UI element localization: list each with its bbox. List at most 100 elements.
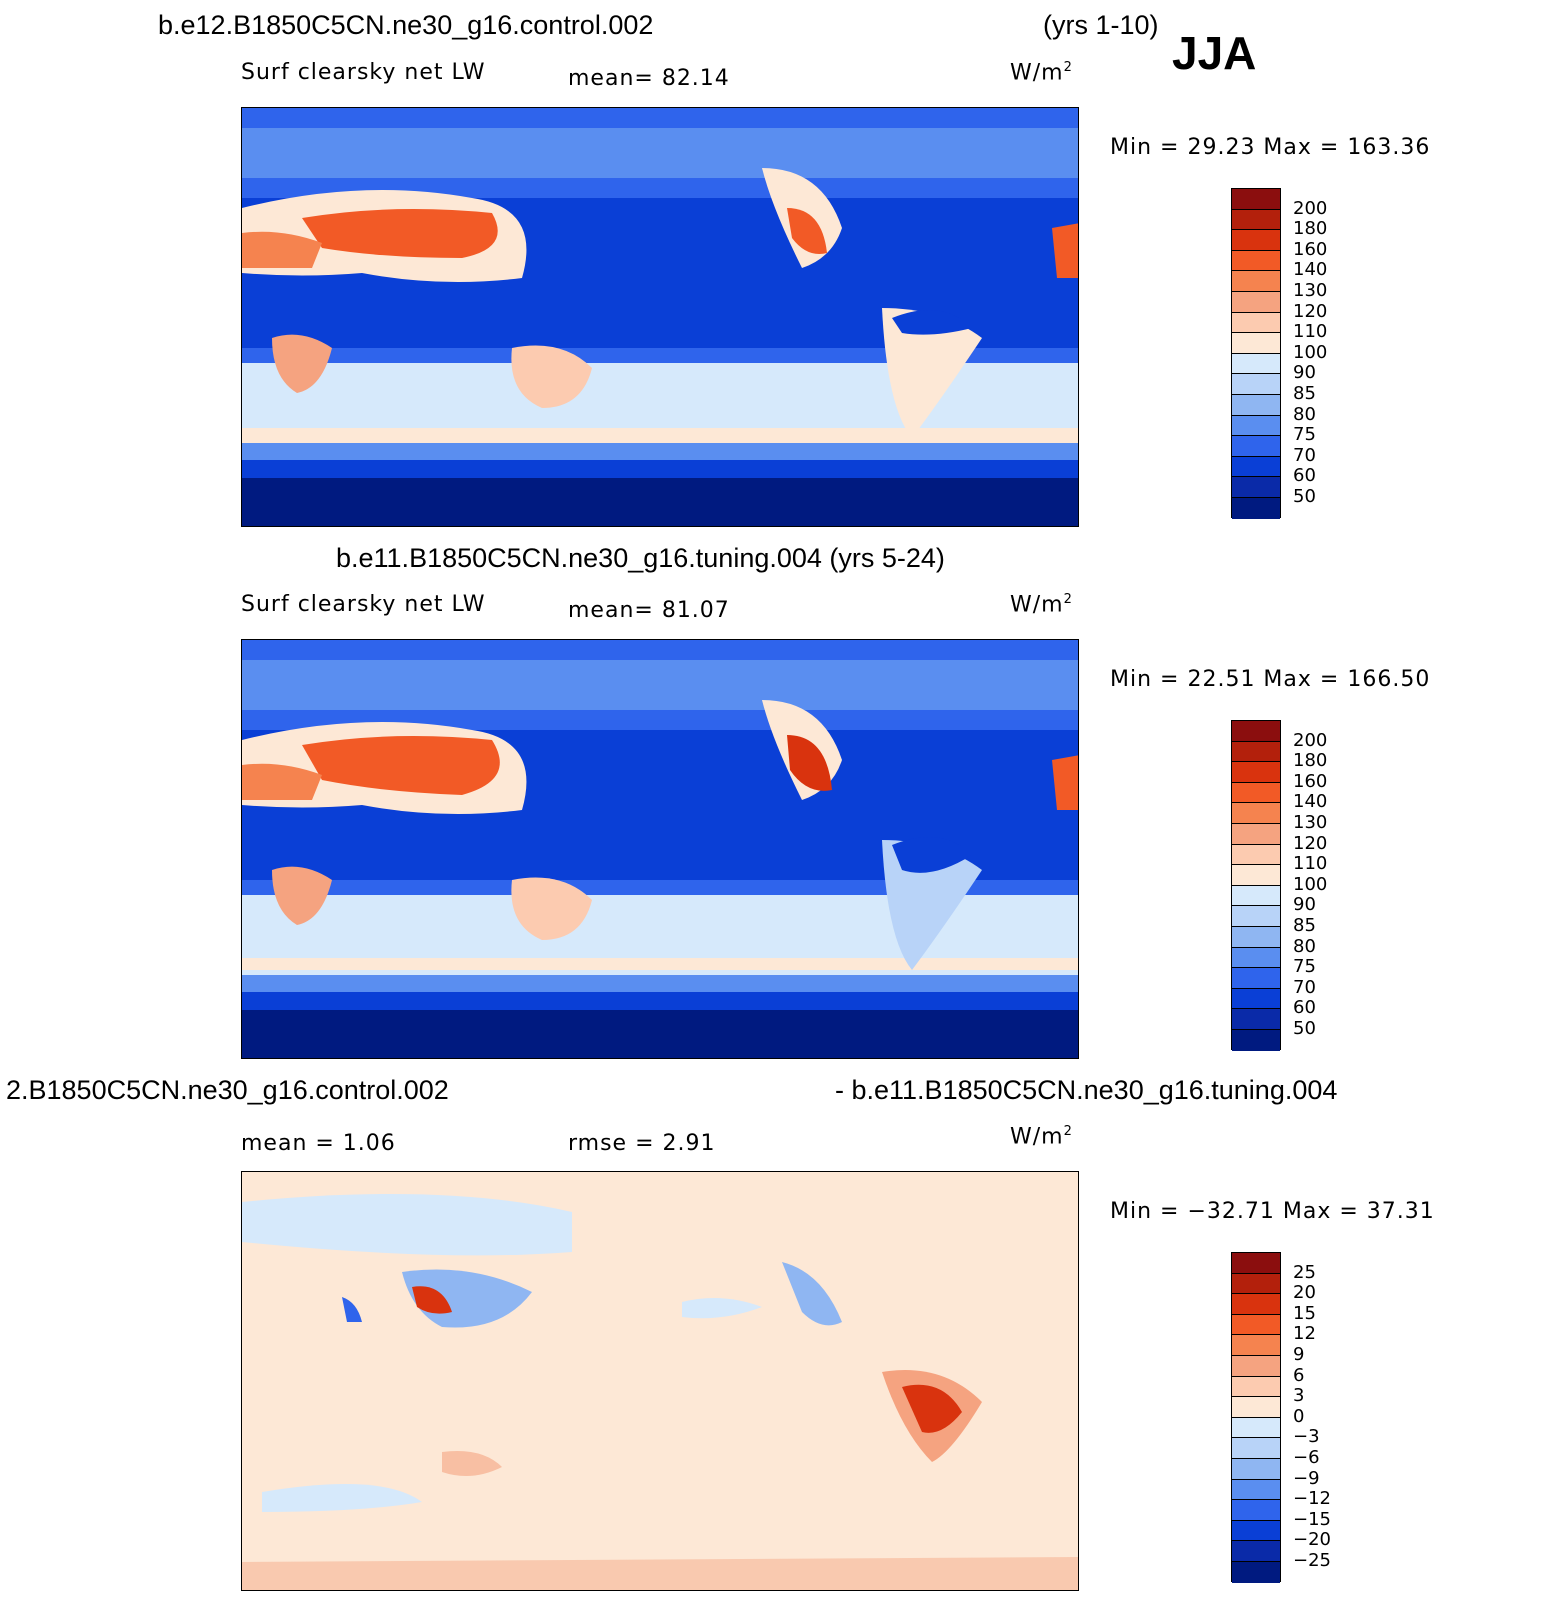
panel2-mean: mean= 81.07 (568, 598, 730, 623)
colorbar-segment (1232, 353, 1280, 375)
colorbar-segment (1232, 1273, 1280, 1295)
colorbar-segment (1232, 1253, 1280, 1274)
map-panel1-field (242, 108, 1078, 526)
colorbar-tick-label: −12 (1293, 1488, 1331, 1510)
colorbar-segment (1232, 271, 1280, 292)
colorbar-tick-label: 60 (1293, 465, 1316, 487)
colorbar-segment (1232, 823, 1280, 845)
colorbar-segment (1232, 947, 1280, 969)
colorbar-tick-label: 160 (1293, 238, 1328, 260)
panel1-minmax: Min = 29.23 Max = 163.36 (1110, 135, 1431, 160)
map-panel2-field (242, 640, 1078, 1058)
colorbar-segment (1232, 1479, 1280, 1501)
colorbar-tick-label: 100 (1293, 341, 1328, 363)
colorbar-segment (1232, 209, 1280, 231)
colorbar-tick-label: 70 (1293, 444, 1316, 466)
colorbar-tick-label: −6 (1293, 1447, 1320, 1468)
colorbar-tick-label: 50 (1293, 486, 1316, 507)
colorbar-segment (1232, 1376, 1280, 1398)
colorbar-segment (1232, 1294, 1280, 1315)
colorbar-segment (1232, 291, 1280, 313)
colorbar-segment (1232, 885, 1280, 907)
colorbar-tick-label: −20 (1293, 1529, 1331, 1551)
panel3-units: W/m2 (1010, 1124, 1073, 1150)
colorbar-tick-label: −25 (1293, 1550, 1331, 1571)
colorbar-tick-label: 180 (1293, 218, 1328, 240)
colorbar-segment (1232, 477, 1280, 498)
colorbar-segment (1232, 436, 1280, 457)
colorbar-segment (1232, 803, 1280, 824)
map-panel3-field (242, 1172, 1078, 1590)
panel1-variable: Surf clearsky net LW (241, 60, 486, 85)
panel1-title: b.e12.B1850C5CN.ne30_g16.control.002 (158, 10, 654, 40)
colorbar-segment (1232, 250, 1280, 272)
colorbar-segment (1232, 1417, 1280, 1439)
panel3-minmax: Min = −32.71 Max = 37.31 (1110, 1199, 1435, 1224)
colorbar-segment (1232, 1397, 1280, 1418)
colorbar-segment (1232, 1009, 1280, 1030)
colorbar-segment (1232, 906, 1280, 927)
colorbar-tick-label: 70 (1293, 976, 1316, 998)
colorbar-segment (1232, 1335, 1280, 1356)
panel2-title: b.e11.B1850C5CN.ne30_g16.tuning.004 (yrs… (336, 543, 945, 573)
colorbar-segment (1232, 721, 1280, 742)
colorbar-panel3 (1231, 1252, 1281, 1583)
colorbar-tick-label: 25 (1293, 1261, 1316, 1283)
colorbar-segment (1232, 988, 1280, 1010)
panel3-title-right: - b.e11.B1850C5CN.ne30_g16.tuning.004 (835, 1075, 1338, 1105)
colorbar-segment (1232, 762, 1280, 783)
panel3-mean: mean = 1.06 (241, 1131, 396, 1156)
map-panel2 (241, 639, 1079, 1059)
colorbar-tick-label: 110 (1293, 853, 1328, 875)
colorbar-tick-label: 75 (1293, 956, 1316, 978)
colorbar-tick-label: 120 (1293, 300, 1328, 322)
colorbar-tick-label: 75 (1293, 424, 1316, 446)
colorbar-segment (1232, 844, 1280, 866)
colorbar-segment (1232, 189, 1280, 210)
colorbar-segment (1232, 415, 1280, 437)
colorbar-tick-label: 100 (1293, 873, 1328, 895)
colorbar-tick-label: 140 (1293, 791, 1328, 813)
colorbar-tick-label: 0 (1293, 1405, 1305, 1427)
colorbar-segment (1232, 333, 1280, 354)
season-label: JJA (1172, 27, 1257, 79)
colorbar-segment (1232, 312, 1280, 334)
colorbar-tick-label: 90 (1293, 362, 1316, 384)
colorbar-tick-label: 160 (1293, 770, 1328, 792)
colorbar-tick-label: 120 (1293, 832, 1328, 854)
panel1-units: W/m2 (1010, 60, 1073, 86)
colorbar-tick-label: 200 (1293, 197, 1328, 219)
colorbar-segment (1232, 968, 1280, 989)
colorbar-segment (1232, 374, 1280, 395)
colorbar-tick-label: 85 (1293, 383, 1316, 404)
panel2-units: W/m2 (1010, 592, 1073, 618)
colorbar-panel1 (1231, 188, 1281, 519)
colorbar-panel2 (1231, 720, 1281, 1051)
colorbar-tick-label: 9 (1293, 1344, 1305, 1365)
colorbar-segment (1232, 456, 1280, 478)
map-panel3 (241, 1171, 1079, 1591)
panel1-years: (yrs 1-10) (1043, 10, 1159, 40)
colorbar-tick-label: 60 (1293, 997, 1316, 1019)
colorbar-tick-label: 6 (1293, 1364, 1305, 1386)
colorbar-tick-label: 130 (1293, 280, 1328, 301)
colorbar-segment (1232, 1458, 1280, 1480)
colorbar-segment (1232, 1438, 1280, 1459)
colorbar-tick-label: 200 (1293, 729, 1328, 751)
colorbar-tick-label: 80 (1293, 403, 1316, 425)
colorbar-segment (1232, 1029, 1280, 1051)
colorbar-tick-label: 80 (1293, 935, 1316, 957)
colorbar-tick-label: 20 (1293, 1282, 1316, 1304)
colorbar-segment (1232, 230, 1280, 251)
colorbar-tick-label: −3 (1293, 1426, 1320, 1448)
colorbar-tick-label: 180 (1293, 750, 1328, 772)
colorbar-segment (1232, 1355, 1280, 1377)
colorbar-tick-label: 90 (1293, 894, 1316, 916)
colorbar-tick-label: −15 (1293, 1508, 1331, 1530)
colorbar-segment (1232, 1561, 1280, 1583)
colorbar-tick-label: 140 (1293, 259, 1328, 281)
panel2-minmax: Min = 22.51 Max = 166.50 (1110, 667, 1431, 692)
panel3-rmse: rmse = 2.91 (568, 1131, 716, 1156)
colorbar-segment (1232, 1500, 1280, 1521)
map-panel1 (241, 107, 1079, 527)
